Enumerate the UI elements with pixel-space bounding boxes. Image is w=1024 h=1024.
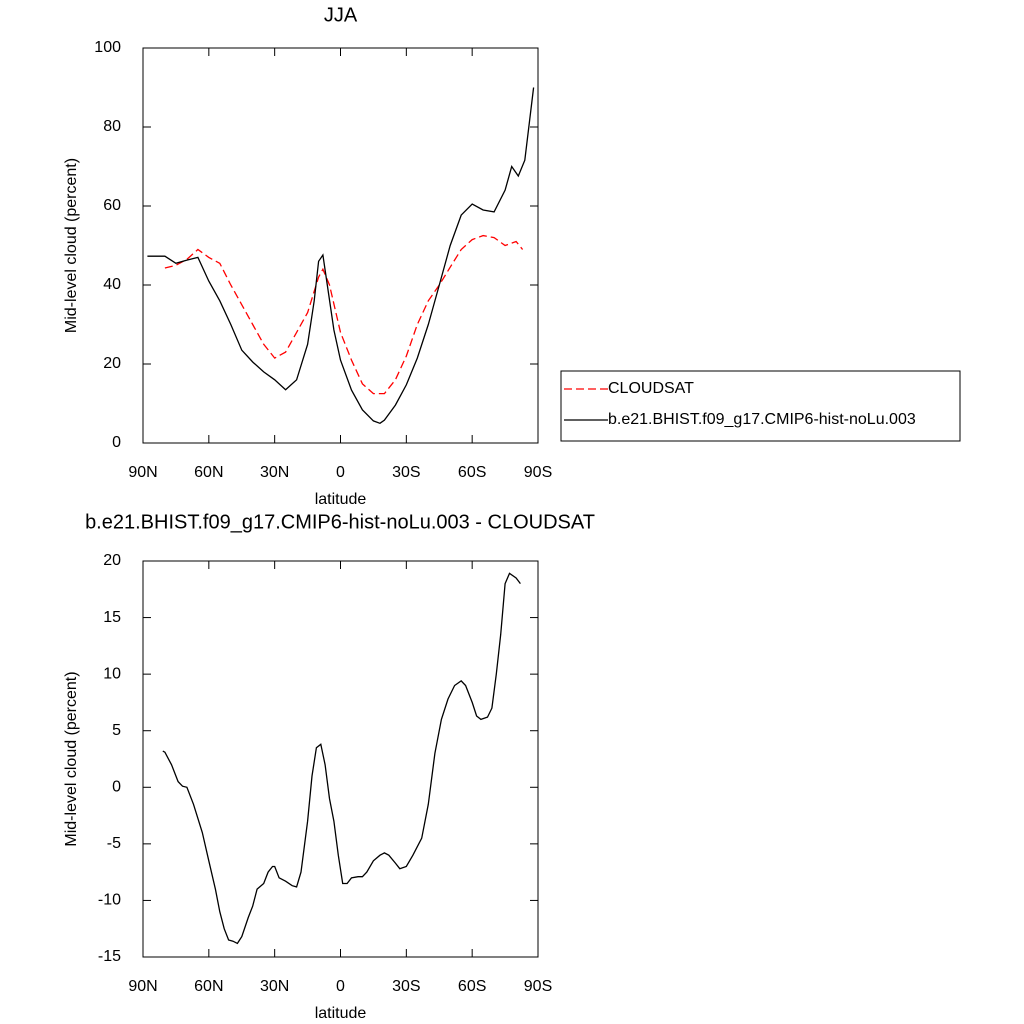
x-axis-label: latitude [315,1005,367,1022]
y-tick-label: 15 [103,609,121,626]
y-tick-label: 20 [103,552,121,569]
data-line [147,87,535,425]
x-axis-label: latitude [315,491,367,508]
legend-label: CLOUDSAT [608,380,694,397]
x-tick-label: 30S [392,464,420,481]
x-tick-label: 0 [336,464,345,481]
x-tick-label: 60N [194,978,223,995]
y-axis-label: Mid-level cloud (percent) [63,671,80,846]
y-axis-label: Mid-level cloud (percent) [63,158,80,333]
y-tick-label: 20 [103,355,121,372]
x-tick-label: 90S [524,464,552,481]
legend-box [560,370,961,442]
x-tick-label: 0 [336,978,345,995]
x-tick-label: 30N [260,464,289,481]
data-line [162,572,521,945]
y-tick-label: 60 [103,197,121,214]
y-tick-label: 0 [112,779,121,796]
chart-title: b.e21.BHIST.f09_g17.CMIP6-hist-noLu.003 … [85,511,595,533]
y-tick-label: -10 [98,892,121,909]
y-tick-label: 100 [94,39,121,56]
y-tick-label: 10 [103,665,121,682]
x-tick-label: 90S [524,978,552,995]
y-tick-label: 40 [103,276,121,293]
y-tick-label: -15 [98,948,121,965]
x-tick-label: 90N [128,978,157,995]
y-tick-label: 80 [103,118,121,135]
plot-frame [142,47,539,444]
legend-label: b.e21.BHIST.f09_g17.CMIP6-hist-noLu.003 [608,411,916,428]
x-tick-label: 60N [194,464,223,481]
x-tick-label: 60S [458,978,486,995]
x-tick-label: 30S [392,978,420,995]
y-tick-label: -5 [107,835,121,852]
x-tick-label: 60S [458,464,486,481]
y-tick-label: 0 [112,434,121,451]
plot-frame [142,560,539,958]
data-line [164,234,524,395]
chart-title: JJA [324,4,358,26]
y-tick-label: 5 [112,722,121,739]
x-tick-label: 30N [260,978,289,995]
x-tick-label: 90N [128,464,157,481]
